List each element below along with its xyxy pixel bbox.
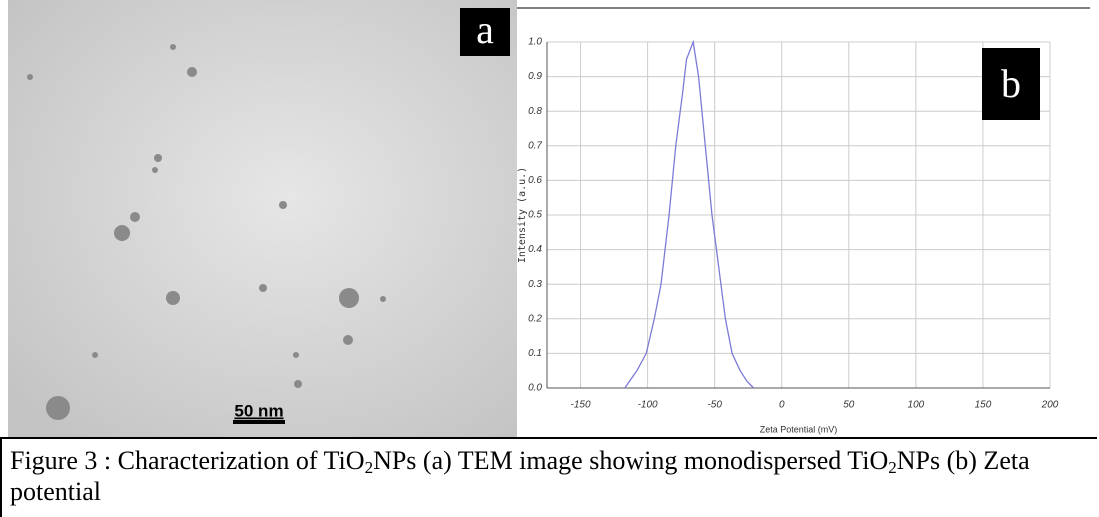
y-tick-label: 0.0: [528, 383, 542, 394]
caption-text: NPs (a) TEM image showing monodispersed …: [373, 446, 889, 475]
y-tick-label: 0.7: [528, 140, 542, 151]
x-tick-label: 200: [1041, 400, 1059, 411]
x-tick-label: 0: [779, 400, 785, 411]
x-tick-label: -150: [571, 400, 591, 411]
caption: Figure 3 : Characterization of TiO2NPs (…: [0, 437, 1097, 517]
x-tick-label: -100: [638, 400, 658, 411]
y-tick-label: 0.8: [528, 106, 542, 117]
caption-subscript: 2: [364, 458, 374, 477]
caption-text: NPs (b) Zeta potential: [10, 446, 1030, 506]
scale-bar-label: 50 nm: [234, 401, 283, 420]
x-tick-label: 150: [975, 400, 992, 411]
panel-label: b: [982, 48, 1040, 120]
y-tick-label: 0.3: [528, 279, 542, 290]
caption-subscript: 2: [888, 458, 897, 477]
chart: 0.0 0.1 0.2 0.3 0.4 0.5 0.6 0.7 0.8 0.9 1.0 -150 -10…: [517, 7, 1090, 434]
x-tick-label: 50: [843, 400, 855, 411]
caption-text: Figure 3 : Characterization of TiO: [10, 446, 365, 475]
y-tick-label: 0.5: [528, 210, 542, 221]
y-tick-label: 0.1: [528, 348, 542, 359]
y-axis-label: Intensity (a.u.): [517, 167, 528, 263]
x-tick-label: -50: [707, 400, 722, 411]
x-tick-label: 100: [908, 400, 925, 411]
y-tick-label: 0.4: [528, 244, 542, 255]
data-line: [624, 39, 755, 389]
x-axis-label: Zeta Potential (mV): [760, 424, 838, 434]
y-tick-label: 0.2: [528, 313, 542, 324]
tem-image: 50 nm: [8, 0, 517, 437]
y-tick-label: 1.0: [528, 37, 542, 48]
panel-label: a: [460, 8, 510, 56]
y-tick-label: 0.9: [528, 71, 542, 82]
y-tick-label: 0.6: [528, 175, 542, 186]
